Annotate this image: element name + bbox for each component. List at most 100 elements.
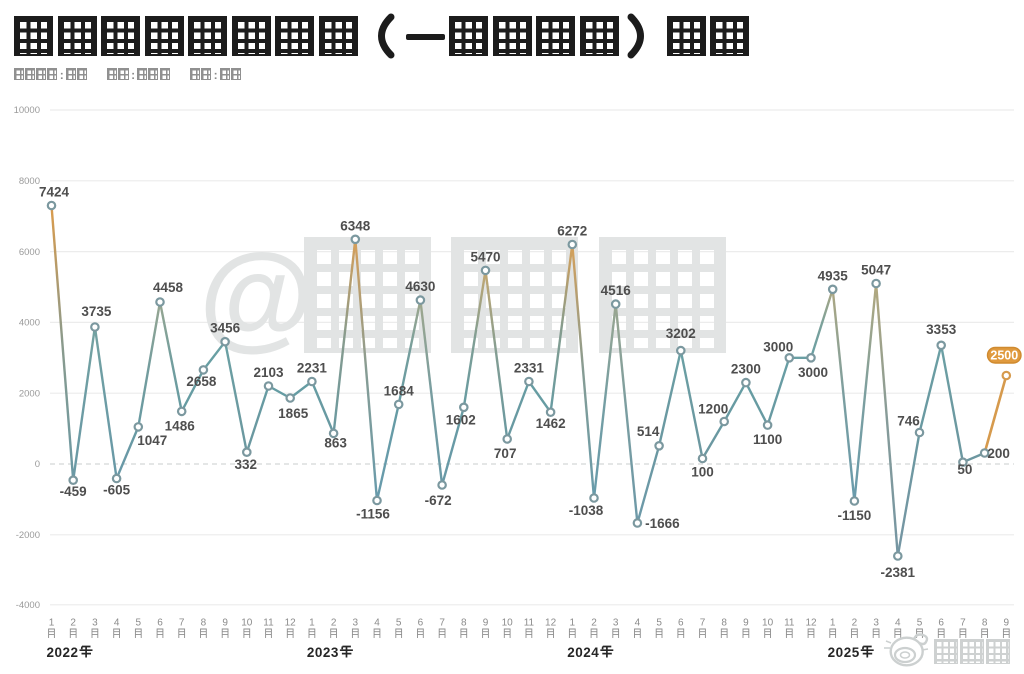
svg-text:50: 50 (957, 462, 972, 477)
svg-text:10: 10 (762, 618, 774, 629)
svg-text:-2000: -2000 (16, 530, 40, 541)
svg-text:7: 7 (960, 618, 966, 629)
svg-text:2: 2 (70, 618, 76, 629)
svg-text:4516: 4516 (601, 283, 632, 298)
svg-text:4935: 4935 (818, 268, 849, 283)
svg-text:4: 4 (114, 618, 120, 629)
svg-text:11: 11 (263, 618, 274, 629)
svg-text:4458: 4458 (153, 280, 184, 295)
svg-text:-605: -605 (103, 483, 131, 498)
svg-text:3456: 3456 (210, 321, 241, 336)
svg-text:12: 12 (805, 618, 817, 629)
svg-text:2024: 2024 (567, 645, 599, 660)
svg-text:10: 10 (502, 618, 514, 629)
svg-text:5: 5 (396, 618, 402, 629)
svg-text:514: 514 (637, 424, 660, 439)
svg-text:4: 4 (895, 618, 901, 629)
svg-text:1462: 1462 (536, 416, 566, 431)
svg-text:746: 746 (897, 414, 920, 429)
svg-text:6272: 6272 (557, 224, 587, 239)
svg-text:1684: 1684 (384, 383, 415, 398)
svg-text:4000: 4000 (19, 318, 40, 329)
svg-text:8: 8 (461, 618, 467, 629)
svg-text:5047: 5047 (861, 263, 891, 278)
svg-text:-459: -459 (60, 484, 87, 499)
svg-text:6: 6 (418, 618, 424, 629)
svg-text:2331: 2331 (514, 361, 545, 376)
svg-text:5: 5 (656, 618, 662, 629)
svg-text:8: 8 (201, 618, 207, 629)
svg-text:2000: 2000 (19, 388, 40, 399)
svg-text:1486: 1486 (165, 418, 196, 433)
svg-text:5470: 5470 (470, 249, 500, 264)
svg-text:1: 1 (830, 618, 836, 629)
svg-text:4: 4 (374, 618, 380, 629)
svg-text:9: 9 (483, 618, 489, 629)
svg-text:9: 9 (222, 618, 228, 629)
svg-text:3000: 3000 (763, 339, 793, 354)
svg-text:1865: 1865 (278, 406, 309, 421)
svg-text:2300: 2300 (731, 362, 761, 377)
svg-text:9: 9 (1004, 618, 1010, 629)
svg-text:2022: 2022 (46, 645, 78, 660)
svg-text:5: 5 (136, 618, 142, 629)
svg-text:6000: 6000 (19, 247, 40, 258)
svg-text:332: 332 (235, 457, 258, 472)
svg-text:2: 2 (591, 618, 597, 629)
svg-text:2500: 2500 (990, 348, 1018, 362)
svg-text:1100: 1100 (753, 432, 782, 447)
svg-text:4: 4 (635, 618, 641, 629)
svg-text:-1038: -1038 (569, 503, 604, 518)
svg-text:2658: 2658 (186, 374, 217, 389)
svg-text:3: 3 (613, 618, 619, 629)
svg-text:9: 9 (743, 618, 749, 629)
svg-text:1: 1 (309, 618, 315, 629)
svg-text:707: 707 (494, 446, 517, 461)
svg-text:-1156: -1156 (356, 507, 390, 522)
svg-text:3: 3 (92, 618, 98, 629)
svg-text:-1666: -1666 (645, 516, 680, 531)
svg-text:5: 5 (917, 618, 923, 629)
svg-text:-2381: -2381 (881, 565, 916, 580)
svg-text:100: 100 (691, 465, 714, 480)
svg-text:3: 3 (873, 618, 879, 629)
svg-text:1602: 1602 (446, 412, 476, 427)
svg-text:10: 10 (241, 618, 253, 629)
svg-text:6: 6 (157, 618, 163, 629)
svg-text:3: 3 (353, 618, 359, 629)
svg-text:6: 6 (678, 618, 684, 629)
svg-text:1: 1 (570, 618, 576, 629)
svg-text:2: 2 (331, 618, 337, 629)
svg-text:4630: 4630 (405, 279, 435, 294)
svg-text:6: 6 (938, 618, 944, 629)
svg-text:1047: 1047 (137, 433, 167, 448)
svg-text:0: 0 (35, 459, 40, 470)
svg-text:3000: 3000 (798, 365, 828, 380)
svg-text:11: 11 (524, 618, 535, 629)
svg-text:8000: 8000 (19, 176, 40, 187)
svg-text:-1150: -1150 (838, 508, 872, 523)
svg-text:12: 12 (285, 618, 297, 629)
svg-text:3202: 3202 (666, 326, 696, 341)
svg-text:2023: 2023 (307, 645, 339, 660)
svg-text:11: 11 (784, 618, 795, 629)
svg-text:3735: 3735 (81, 304, 112, 319)
svg-text:2025: 2025 (828, 645, 860, 660)
svg-text:7: 7 (179, 618, 185, 629)
svg-text:8: 8 (721, 618, 727, 629)
svg-text:7424: 7424 (39, 185, 70, 200)
svg-text:-4000: -4000 (16, 600, 40, 611)
svg-text:3353: 3353 (926, 322, 957, 337)
svg-text:-672: -672 (425, 493, 452, 508)
svg-text:2231: 2231 (297, 361, 328, 376)
svg-text:1: 1 (49, 618, 55, 629)
svg-text:7: 7 (439, 618, 445, 629)
svg-text:863: 863 (324, 435, 347, 450)
svg-text:2: 2 (852, 618, 858, 629)
svg-text:8: 8 (982, 618, 988, 629)
svg-text:200: 200 (987, 446, 1010, 461)
svg-text:10000: 10000 (14, 105, 40, 116)
svg-text:1200: 1200 (698, 402, 728, 417)
svg-text:12: 12 (545, 618, 557, 629)
svg-text:2103: 2103 (253, 365, 284, 380)
